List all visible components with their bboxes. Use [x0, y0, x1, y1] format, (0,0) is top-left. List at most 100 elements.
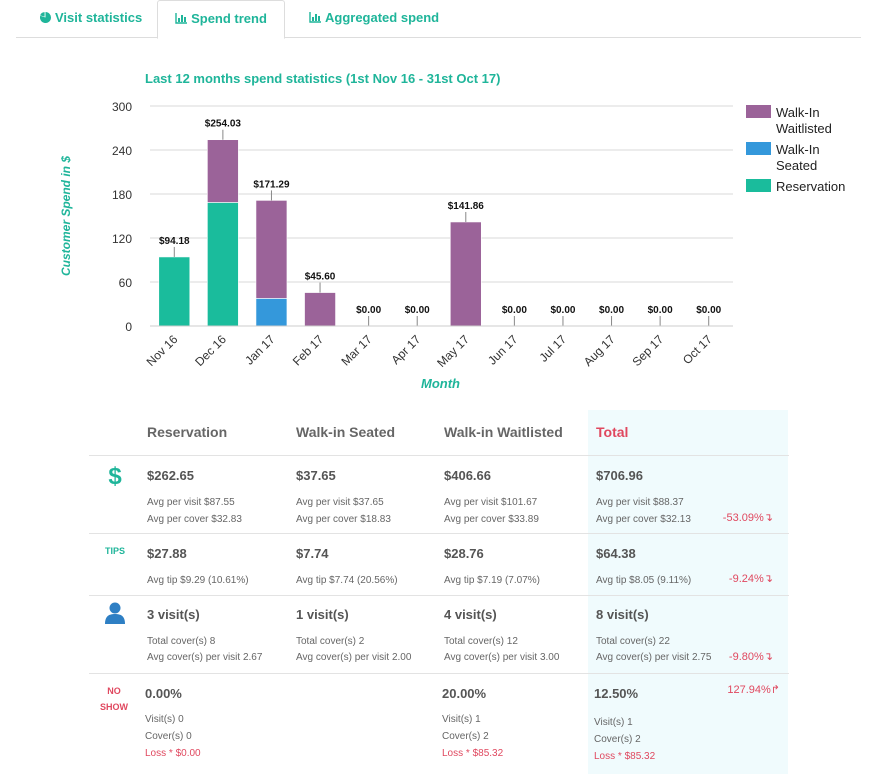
noshow-covers: Cover(s) 0 [145, 731, 192, 742]
total-covers: Total cover(s) 2 [296, 636, 365, 647]
bar-segment [255, 298, 288, 327]
svg-text:$: $ [108, 463, 122, 489]
legend-label: Waitlisted [776, 121, 832, 136]
x-tick-label: Feb 17 [290, 332, 327, 369]
tips-change: -9.24%↴ [728, 573, 773, 585]
x-tick-label: Aug 17 [581, 332, 618, 369]
data-label: $0.00 [550, 305, 575, 316]
data-label: $141.86 [448, 201, 485, 212]
avg-tip: Avg tip $8.05 (9.11%) [596, 575, 692, 586]
y-tick-label: 120 [112, 232, 132, 246]
header-walkin-seated: Walk-in Seated [296, 424, 396, 440]
avg-per-visit: Avg per visit $87.55 [147, 497, 235, 508]
tab-label: Visit statistics [55, 10, 143, 25]
data-label: $94.18 [159, 236, 190, 247]
noshow-visits: Visit(s) 0 [145, 714, 184, 725]
avg-tip: Avg tip $7.74 (20.56%) [296, 575, 398, 586]
avg-per-cover: Avg per cover $18.83 [296, 514, 391, 525]
avg-per-visit: Avg per visit $37.65 [296, 497, 384, 508]
x-tick-label: Jul 17 [537, 332, 570, 365]
visits-walkin-seated: 1 visit(s) [296, 607, 349, 622]
avg-covers-per-visit: Avg cover(s) per visit 3.00 [444, 652, 560, 663]
divider [89, 533, 789, 534]
bar-chart-icon [309, 12, 321, 23]
dollar-icon: $ [108, 463, 122, 489]
chart-title: Last 12 months spend statistics (1st Nov… [145, 71, 500, 86]
tips-walkin-waitlisted: $28.76 [444, 546, 484, 561]
avg-per-cover: Avg per cover $32.83 [147, 514, 242, 525]
data-label: $0.00 [648, 305, 673, 316]
tab-spend-trend[interactable]: Spend trend [157, 0, 285, 39]
y-tick-label: 240 [112, 144, 132, 158]
noshow-walkin-waitlisted: 20.00% [442, 686, 487, 701]
tab-label: Aggregated spend [325, 10, 440, 25]
noshow-loss: Loss * $0.00 [145, 748, 201, 759]
x-tick-label: Dec 16 [192, 332, 229, 369]
spend-change: -53.09%↴ [722, 512, 773, 524]
tips-walkin-seated: $7.74 [296, 546, 329, 561]
tab-visit-statistics[interactable]: Visit statistics [39, 0, 143, 36]
total-column-background [588, 410, 788, 774]
tab-aggregated-spend[interactable]: Aggregated spend [309, 0, 439, 36]
divider [89, 455, 789, 456]
user-icon [105, 602, 125, 624]
data-label: $171.29 [253, 179, 290, 190]
avg-covers-per-visit: Avg cover(s) per visit 2.00 [296, 652, 412, 663]
spend-trend-chart: Last 12 months spend statistics (1st Nov… [59, 71, 845, 391]
tips-label: TIPS [104, 546, 125, 556]
x-tick-label: Sep 17 [629, 332, 666, 369]
data-label: $0.00 [356, 305, 381, 316]
legend-label: Seated [776, 158, 817, 173]
y-tick-label: 60 [119, 276, 133, 290]
x-tick-label: May 17 [434, 332, 472, 370]
data-label: $0.00 [405, 305, 430, 316]
noshow-visits: Visit(s) 1 [442, 714, 481, 725]
noshow-loss: Loss * $85.32 [442, 748, 504, 759]
x-tick-label: Mar 17 [338, 332, 375, 369]
x-tick-label: Oct 17 [680, 332, 715, 367]
avg-per-visit: Avg per visit $101.67 [444, 497, 538, 508]
noshow-loss: Loss * $85.32 [594, 751, 656, 762]
x-axis-label: Month [421, 376, 460, 391]
tab-bar: Visit statistics Spend trend Aggregated … [16, 0, 861, 39]
legend-label: Walk-In [776, 105, 820, 120]
data-label: $254.03 [205, 119, 242, 130]
spend-walkin-waitlisted: $406.66 [444, 468, 491, 483]
data-label: $0.00 [599, 305, 624, 316]
arrow-up-icon: ↱ [770, 684, 780, 696]
divider [89, 595, 789, 596]
data-label: $0.00 [696, 305, 721, 316]
y-tick-label: 180 [112, 188, 132, 202]
spend-total: $706.96 [596, 468, 643, 483]
noshow-covers: Cover(s) 2 [442, 731, 489, 742]
arrow-down-icon: ↴ [763, 651, 773, 663]
bar-segment [255, 200, 288, 299]
legend-swatch [746, 179, 771, 192]
noshow-covers: Cover(s) 2 [594, 734, 641, 745]
data-label: $45.60 [305, 272, 336, 283]
avg-per-cover: Avg per cover $32.13 [596, 514, 691, 525]
visits-change: -9.80%↴ [728, 651, 773, 663]
spend-reservation: $262.65 [147, 468, 194, 483]
avg-per-cover: Avg per cover $33.89 [444, 514, 539, 525]
bar-segment [207, 139, 239, 203]
arrow-down-icon: ↴ [763, 573, 773, 585]
bar-segment [449, 221, 482, 327]
arrow-down-icon: ↴ [763, 512, 773, 524]
avg-per-visit: Avg per visit $88.37 [596, 497, 684, 508]
noshow-change: 127.94%↱ [727, 684, 780, 696]
legend-label: Reservation [776, 179, 845, 194]
y-axis-label: Customer Spend in $ [59, 156, 73, 276]
tab-label: Spend trend [191, 11, 267, 26]
total-covers: Total cover(s) 8 [147, 636, 216, 647]
legend-swatch [746, 142, 771, 155]
bar-segment [304, 292, 336, 327]
noshow-total: 12.50% [594, 686, 639, 701]
bar-segment [207, 202, 239, 327]
avg-covers-per-visit: Avg cover(s) per visit 2.75 [596, 652, 712, 663]
header-reservation: Reservation [147, 424, 228, 440]
visits-total: 8 visit(s) [596, 607, 649, 622]
bar-segment [158, 256, 191, 327]
avg-covers-per-visit: Avg cover(s) per visit 2.67 [147, 652, 263, 663]
noshow-visits: Visit(s) 1 [594, 717, 633, 728]
